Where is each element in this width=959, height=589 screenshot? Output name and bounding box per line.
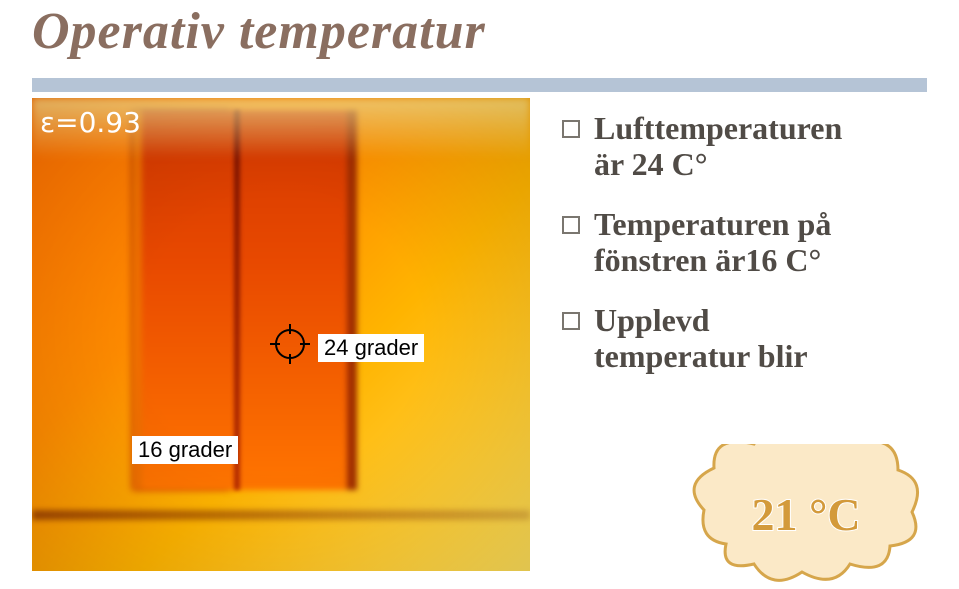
bullet-marker-icon bbox=[562, 120, 580, 138]
thermal-vignette bbox=[32, 98, 530, 571]
bullet-text: Upplevd temperatur blir bbox=[594, 302, 942, 374]
bullet-item: Temperaturen på fönstren är16 C° bbox=[562, 206, 942, 278]
bullet-marker-icon bbox=[562, 216, 580, 234]
bullet-marker-icon bbox=[562, 312, 580, 330]
bullet-text: Temperaturen på fönstren är16 C° bbox=[594, 206, 942, 278]
thermal-image: ε=0.93 24 grader 16 grader bbox=[32, 98, 530, 571]
page-title: Operativ temperatur bbox=[32, 2, 486, 61]
thermal-label-16: 16 grader bbox=[132, 436, 238, 464]
bullet-list: Lufttemperaturen är 24 C° Temperaturen p… bbox=[562, 110, 942, 398]
bullet-text: Lufttemperaturen är 24 C° bbox=[594, 110, 942, 182]
bullet-item: Upplevd temperatur blir bbox=[562, 302, 942, 374]
epsilon-label: ε=0.93 bbox=[40, 106, 141, 139]
cloud-value: 21 °C bbox=[686, 488, 926, 541]
bullet-item: Lufttemperaturen är 24 C° bbox=[562, 110, 942, 182]
title-underline bbox=[32, 78, 927, 92]
slide: Operativ temperatur ε=0.93 24 grader 16 … bbox=[0, 0, 959, 589]
thermal-label-24: 24 grader bbox=[318, 334, 424, 362]
result-cloud: 21 °C 21 °C bbox=[686, 444, 926, 589]
